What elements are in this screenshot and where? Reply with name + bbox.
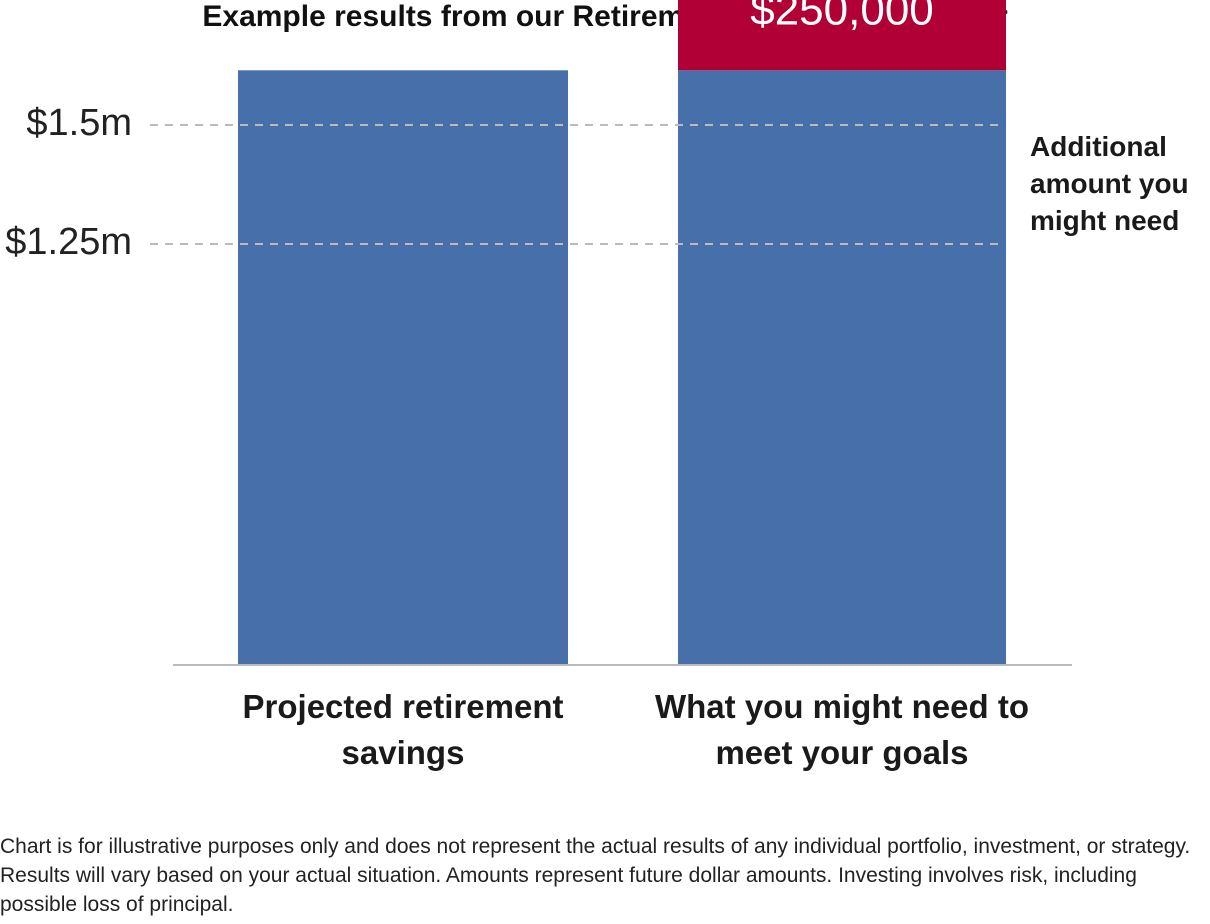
y-tick-label: $1.25m [5, 221, 132, 263]
y-tick-label: $1.5m [26, 102, 132, 144]
bar-segment [238, 70, 568, 665]
annotation: Additional amount you might need [1030, 131, 1189, 236]
bar-segment [678, 0, 1006, 71]
x-tick-label: Projected retirement savings [242, 688, 564, 771]
value-label: $250,000 [750, 0, 934, 34]
x-tick-label: What you might need to meet your goals [655, 688, 1029, 771]
footnote: Chart is for illustrative purposes only … [0, 835, 1191, 916]
bar-segment [678, 70, 1006, 665]
